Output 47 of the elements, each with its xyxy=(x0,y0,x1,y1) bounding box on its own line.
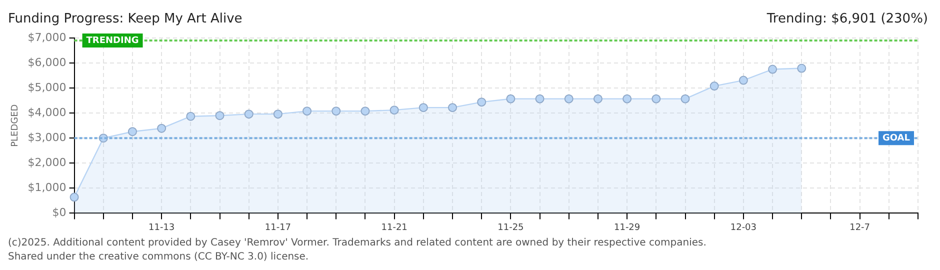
point xyxy=(390,106,399,115)
point xyxy=(70,192,79,202)
point xyxy=(622,94,632,104)
point xyxy=(710,82,719,91)
ref-line-label: GOAL xyxy=(882,133,910,144)
x-tick-label: 11-21 xyxy=(381,222,408,233)
point xyxy=(564,94,574,104)
point xyxy=(738,76,748,85)
point xyxy=(797,64,806,73)
x-tick-label: 12-03 xyxy=(730,222,757,233)
point xyxy=(332,106,341,116)
y-tick-label: $4,000 xyxy=(28,106,66,119)
y-tick-label: $6,000 xyxy=(28,56,66,69)
y-tick-label: $5,000 xyxy=(28,80,66,94)
y-axis-title: PLEDGED xyxy=(10,104,21,147)
y-tick-label: $7,000 xyxy=(28,30,66,44)
point xyxy=(652,94,661,104)
point xyxy=(215,111,224,120)
x-tick-label: 11-29 xyxy=(614,222,640,233)
point xyxy=(448,103,458,112)
text: (c)2025. Additional content provided by Casey 'Remrov' Vormer. Trademarks and related content are owned by their respective companies. xyxy=(8,238,706,249)
point xyxy=(593,94,602,104)
y-tick-label: $3,000 xyxy=(28,130,66,144)
chart-subtitle: Trending: $6,901 (230%) xyxy=(766,11,928,26)
point xyxy=(418,103,428,112)
y-tick-label: $0 xyxy=(52,206,66,220)
point xyxy=(273,110,282,119)
point xyxy=(477,98,486,107)
x-tick-label: 11-25 xyxy=(498,222,524,233)
chart-title: Funding Progress: Keep My Art Alive xyxy=(8,11,242,26)
point xyxy=(302,106,312,116)
point xyxy=(768,64,778,74)
y-tick-label: $2,000 xyxy=(28,156,66,169)
x-tick-label: 12-7 xyxy=(850,222,870,233)
point xyxy=(186,112,196,121)
point xyxy=(157,124,166,133)
text: Shared under the creative commons (CC BY-NC 3.0) license. xyxy=(8,252,309,263)
point xyxy=(360,106,370,116)
ref-line-label: TRENDING xyxy=(86,36,139,46)
point xyxy=(128,127,137,136)
x-tick-label: 11-13 xyxy=(148,222,175,233)
point xyxy=(535,94,544,104)
point xyxy=(244,110,254,119)
y-tick-label: $1,000 xyxy=(28,181,66,194)
x-tick-label: 11-17 xyxy=(264,222,292,233)
point xyxy=(506,94,516,104)
point xyxy=(680,94,690,104)
